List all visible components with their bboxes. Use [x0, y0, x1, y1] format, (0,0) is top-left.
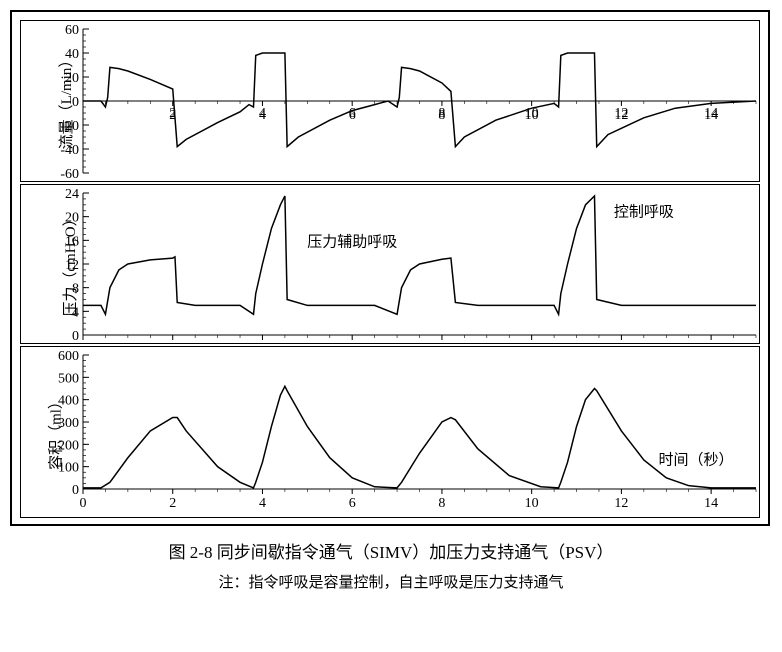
- data-line-volume: [83, 386, 756, 488]
- chart-svg-flow: -60-40-20020406024681012142468101214: [21, 21, 761, 181]
- x-tick-label: 0: [80, 496, 87, 511]
- x-tick-label: 2: [169, 342, 176, 343]
- annotation: 控制呼吸: [614, 204, 674, 221]
- y-tick-label: 500: [58, 371, 79, 386]
- chart-panel-pressure: 压力（cmH₂O）048121620242468101214压力辅助呼吸控制呼吸: [20, 184, 760, 344]
- x-tick-label: 6: [349, 342, 356, 343]
- y-tick-label: 600: [58, 349, 79, 364]
- x-tick-label: 14: [704, 342, 718, 343]
- data-line-flow: [83, 53, 756, 147]
- figure-note: 注：指令呼吸是容量控制，自主呼吸是压力支持通气: [10, 571, 772, 592]
- x-tick-label: 14: [704, 496, 718, 511]
- x-tick-label: 6: [349, 106, 356, 121]
- x-tick-label: 14: [704, 106, 718, 121]
- y-tick-label: 0: [72, 329, 79, 343]
- y-tick-label: -60: [60, 167, 79, 181]
- annotation: 压力辅助呼吸: [307, 233, 397, 250]
- x-tick-label: 12: [614, 342, 628, 343]
- chart-svg-volume: 010020030040050060002468101214时间（秒）: [21, 347, 761, 517]
- x-tick-label: 6: [349, 496, 356, 511]
- x-tick-label: 8: [438, 106, 445, 121]
- y-tick-label: 0: [72, 483, 79, 498]
- y-axis-label-flow: 流量（L/min）: [55, 53, 76, 150]
- x-tick-label: 12: [614, 496, 628, 511]
- chart-panel-flow: 流量（L/min）-60-40-200204060246810121424681…: [20, 20, 760, 182]
- y-axis-label-pressure: 压力（cmH₂O）: [59, 211, 80, 316]
- x-tick-label: 4: [259, 342, 266, 343]
- y-tick-label: 60: [65, 23, 79, 38]
- chart-svg-pressure: 048121620242468101214压力辅助呼吸控制呼吸: [21, 185, 761, 343]
- y-axis-label-volume: 容积（ml）: [44, 394, 65, 470]
- figure-caption: 图 2-8 同步间歇指令通气（SIMV）加压力支持通气（PSV）: [10, 538, 772, 569]
- figure-container: 流量（L/min）-60-40-200204060246810121424681…: [10, 10, 770, 526]
- x-tick-label: 8: [438, 496, 445, 511]
- x-tick-label: 4: [259, 106, 266, 121]
- x-tick-label: 10: [525, 342, 539, 343]
- x-tick-label: 8: [438, 342, 445, 343]
- y-tick-label: 24: [65, 187, 79, 202]
- panels-host: 流量（L/min）-60-40-200204060246810121424681…: [20, 20, 760, 518]
- x-tick-label: 12: [614, 106, 628, 121]
- x-tick-label: 2: [169, 496, 176, 511]
- x-tick-label: 4: [259, 496, 266, 511]
- x-axis-label: 时间（秒）: [658, 451, 733, 468]
- chart-panel-volume: 容积（ml）010020030040050060002468101214时间（秒…: [20, 346, 760, 518]
- x-tick-label: 10: [525, 496, 539, 511]
